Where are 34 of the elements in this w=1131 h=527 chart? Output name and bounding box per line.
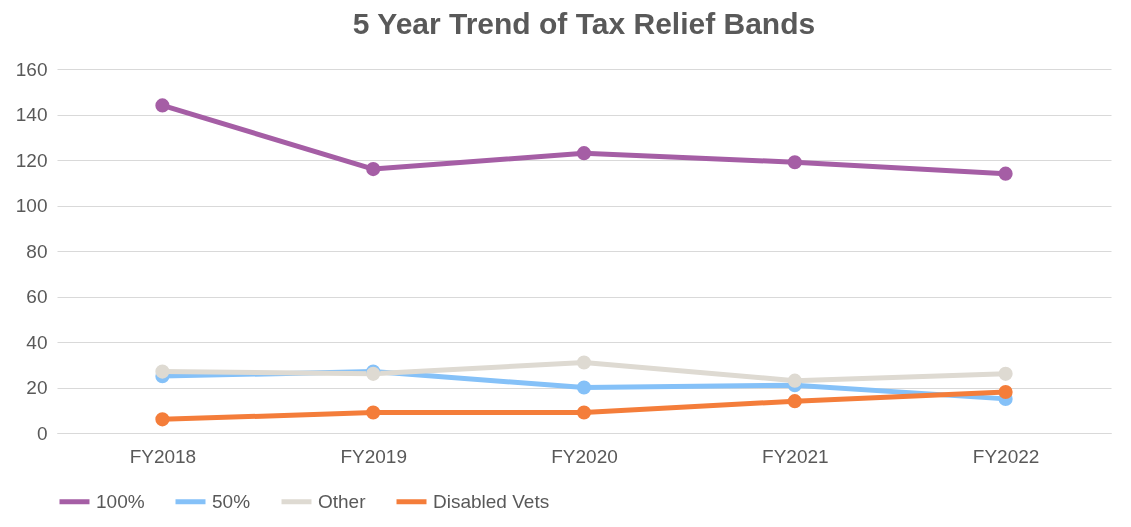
x-tick-label: FY2019 <box>340 445 407 467</box>
point <box>998 384 1013 400</box>
y-tick-label: 120 <box>15 149 48 171</box>
y-tick-label: 160 <box>15 58 48 80</box>
y-tick-label: 0 <box>36 422 48 444</box>
x-tick-label: FY2020 <box>551 445 618 467</box>
y-tick-label: 140 <box>15 104 48 125</box>
legend-label: 100% <box>96 490 145 512</box>
point <box>155 412 170 427</box>
y-tick-label: 20 <box>26 377 48 398</box>
point <box>998 166 1013 181</box>
point <box>576 380 592 395</box>
point <box>998 366 1013 381</box>
chart-title: 5 Year Trend of Tax Relief Bands <box>352 7 816 40</box>
point <box>366 162 381 177</box>
x-tick-label: FY2022 <box>972 445 1040 467</box>
point <box>366 405 381 420</box>
point <box>787 155 802 170</box>
point <box>576 355 592 370</box>
y-tick-label: 80 <box>26 240 48 262</box>
point <box>576 146 592 161</box>
x-tick-label: FY2018 <box>129 445 197 467</box>
point <box>155 364 170 379</box>
legend-label: 50% <box>212 490 251 512</box>
x-tick-label: FY2021 <box>762 445 829 467</box>
y-tick-label: 100 <box>15 195 48 216</box>
y-tick-label: 40 <box>26 331 48 353</box>
point <box>787 394 802 409</box>
point <box>155 98 170 113</box>
point <box>576 405 592 420</box>
legend-label: Disabled Vets <box>433 490 550 512</box>
y-tick-label: 60 <box>26 286 48 307</box>
legend-label: Other <box>318 490 367 512</box>
point <box>787 373 802 388</box>
